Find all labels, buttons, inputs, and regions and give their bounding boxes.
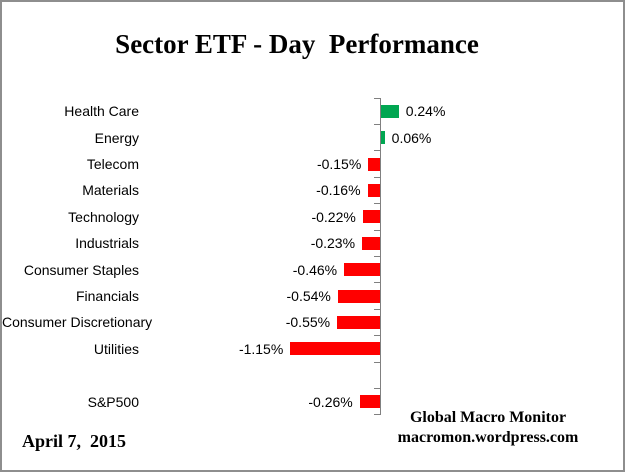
- value-label: -0.23%: [310, 235, 356, 252]
- value-label: -0.54%: [286, 288, 331, 304]
- axis-tick: [374, 203, 380, 205]
- attribution-line2: macromon.wordpress.com: [397, 429, 579, 446]
- data-bar: [380, 131, 385, 145]
- axis-tick: [374, 255, 380, 257]
- value-label: -0.55%: [285, 314, 331, 331]
- category-label: Energy: [94, 129, 139, 146]
- category-label: S&P500: [87, 393, 139, 410]
- data-bar: [359, 395, 380, 409]
- category-label: Utilities: [93, 340, 139, 357]
- chart-title: Sector ETF - Day Performance: [115, 29, 479, 59]
- category-label: Industrials: [75, 235, 139, 252]
- value-label: -0.26%: [308, 393, 353, 410]
- data-bar: [368, 157, 380, 171]
- data-bar: [362, 236, 380, 250]
- value-axis: [380, 98, 381, 415]
- data-bar: [380, 104, 399, 118]
- category-label: Materials: [82, 182, 139, 199]
- axis-tick: [374, 308, 380, 310]
- data-bar: [290, 342, 380, 356]
- value-label: -0.16%: [316, 182, 361, 199]
- data-bar: [337, 289, 380, 303]
- category-label: Telecom: [86, 156, 139, 172]
- value-label: 0.24%: [405, 103, 446, 120]
- date-label: April 7, 2015: [22, 431, 127, 451]
- axis-tick: [374, 387, 380, 389]
- category-label: Health Care: [64, 103, 139, 120]
- category-label: Technology: [68, 208, 139, 225]
- axis-tick: [374, 282, 380, 284]
- axis-tick: [374, 361, 380, 363]
- data-bar: [362, 210, 380, 224]
- value-label: -0.15%: [316, 156, 362, 172]
- axis-tick: [374, 335, 380, 337]
- category-label: Financials: [75, 288, 139, 304]
- data-bar: [337, 315, 380, 329]
- value-label: 0.06%: [391, 129, 432, 146]
- axis-tick: [374, 150, 380, 152]
- axis-tick: [374, 176, 380, 178]
- axis-tick: [374, 229, 380, 231]
- axis-tick: [374, 97, 380, 99]
- data-bar: [367, 183, 380, 197]
- axis-tick: [374, 123, 380, 125]
- axis-tick: [374, 414, 380, 416]
- category-label: Consumer Staples: [23, 261, 139, 278]
- attribution-line1: Global Macro Monitor: [409, 409, 567, 426]
- data-bar: [344, 263, 380, 277]
- attribution: Global Macro Monitor macromon.wordpress.…: [398, 408, 579, 448]
- value-label: -0.22%: [311, 208, 356, 225]
- value-label: -1.15%: [238, 340, 284, 357]
- value-label: -0.46%: [292, 261, 338, 278]
- category-label: Consumer Discretionary: [2, 314, 153, 331]
